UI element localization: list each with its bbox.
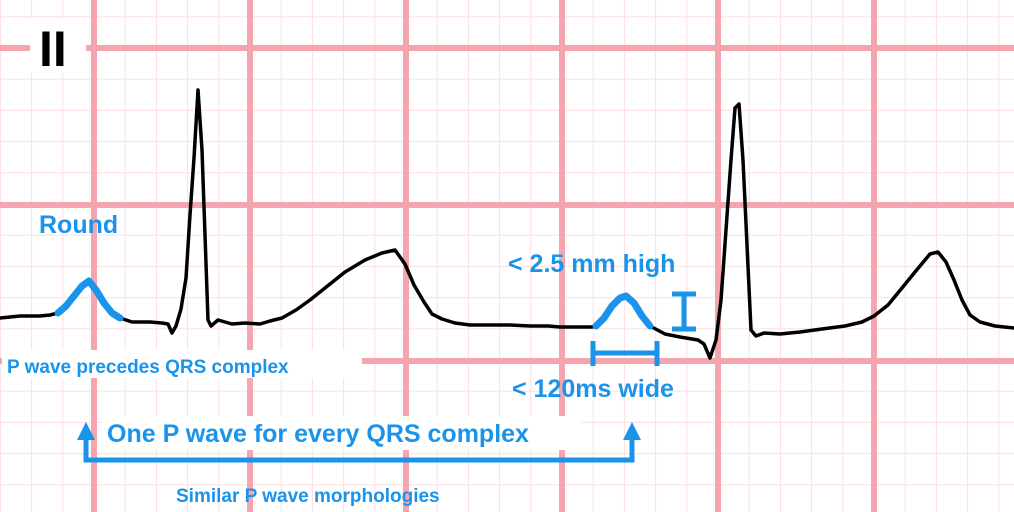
p-wave-highlight-1 <box>54 277 124 322</box>
similar-morphology-label: Similar P wave morphologies <box>176 486 440 507</box>
height-marker <box>672 291 696 332</box>
round-label: Round <box>39 211 118 239</box>
precedes-label: P wave precedes QRS complex <box>7 357 289 378</box>
arrow-head-left <box>77 422 95 440</box>
height-label: < 2.5 mm high <box>508 250 675 278</box>
arrow-head-right <box>623 422 641 440</box>
lead-label-background <box>30 18 86 72</box>
precedes-label-background <box>2 350 362 378</box>
lead-label: II <box>39 21 67 77</box>
one-per-qrs-label: One P wave for every QRS complex <box>107 420 529 448</box>
p-wave-highlight-2 <box>592 292 654 330</box>
ecg-trace <box>0 88 1014 360</box>
width-label: < 120ms wide <box>512 375 674 403</box>
p-wave-connector-arrow <box>77 422 641 463</box>
one-per-qrs-label-background <box>102 416 582 450</box>
width-marker <box>590 341 660 366</box>
